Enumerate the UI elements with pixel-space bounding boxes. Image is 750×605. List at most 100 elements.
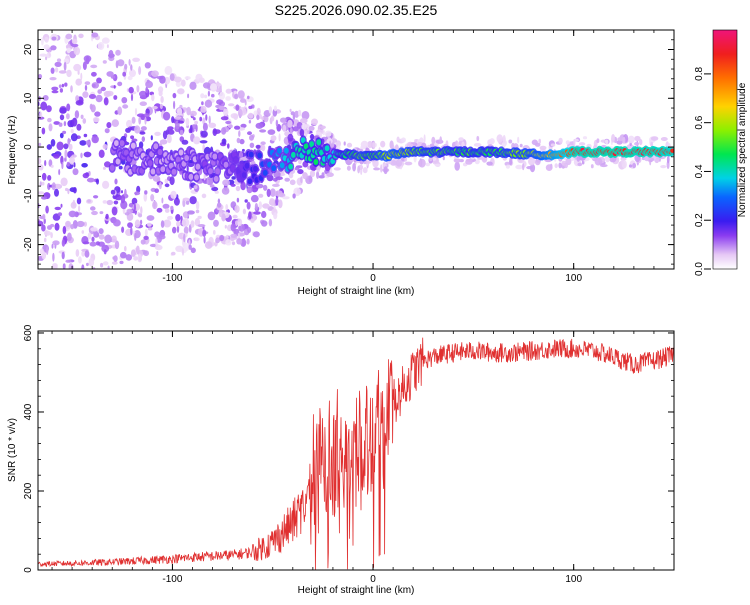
spectrogram-cell — [70, 129, 74, 134]
x-tick-label: 100 — [565, 273, 582, 284]
spectrogram-cell — [197, 224, 206, 228]
spectrogram-cell — [200, 105, 207, 113]
spectrogram-cell — [185, 200, 190, 205]
spectrogram-cell — [202, 229, 207, 237]
spectrogram-ridge-cell — [184, 155, 190, 161]
spectrogram-cell — [51, 90, 59, 94]
spectrogram-cell — [120, 194, 126, 204]
spectrogram-cell — [254, 203, 258, 211]
spectrogram-cell — [140, 239, 146, 245]
spectrogram-cell — [390, 160, 397, 166]
spectrogram-cell — [87, 232, 92, 240]
spectrogram-cell — [289, 127, 293, 136]
spectrogram-cell — [84, 250, 90, 258]
x-tick-label: -100 — [162, 273, 182, 284]
spectrogram-cell — [66, 113, 70, 120]
spectrogram-cell — [268, 106, 273, 114]
spectrogram-cell — [218, 209, 223, 218]
spectrogram-cell — [64, 149, 68, 159]
spectrogram-cell — [232, 214, 238, 219]
spectrogram-cell — [404, 161, 413, 166]
spectrogram-cell — [308, 125, 315, 131]
spectrogram-cell — [172, 226, 177, 234]
spectrogram-cell — [58, 70, 67, 74]
spectrogram-cell — [144, 62, 151, 69]
spectrogram-cell — [219, 91, 225, 100]
spectrogram-cell — [360, 145, 366, 150]
spectrogram-cell — [63, 121, 67, 127]
spectrogram-cell — [255, 183, 264, 189]
spectrogram-cell — [171, 116, 175, 124]
spectrogram-cell — [75, 100, 84, 106]
spectrogram-ridge-cell — [213, 175, 219, 182]
spectrogram-cell — [59, 88, 64, 93]
spectrogram-ridge-cell — [313, 159, 319, 165]
spectrogram-cell — [282, 196, 290, 200]
spectrogram-cell — [106, 122, 112, 129]
spectrogram-cell — [41, 37, 44, 46]
spectrogram-cell — [270, 135, 277, 142]
spectrogram-cell — [83, 133, 88, 138]
spectrogram-cell — [103, 97, 109, 106]
spectrogram-cell — [147, 227, 153, 231]
spectrogram-cell — [91, 236, 95, 242]
spectrogram-cell — [234, 125, 241, 130]
spectrogram-cell — [39, 111, 43, 118]
spectrogram-cell — [189, 196, 197, 205]
spectrogram-cell — [66, 69, 72, 78]
spectrogram-cell — [174, 116, 182, 120]
spectrogram-cell — [61, 83, 65, 88]
spectrogram-cell — [278, 199, 283, 209]
spectrogram-cell — [152, 175, 161, 182]
spectrogram-cell — [78, 33, 84, 39]
spectrogram-ridge-cell — [284, 147, 289, 154]
spectrogram-cell — [66, 47, 72, 54]
spectrogram-cell — [54, 206, 62, 211]
spectrogram-cell — [357, 165, 360, 174]
spectrogram-cell — [170, 205, 174, 211]
spectrogram-cell — [248, 105, 253, 110]
spectrogram-cell — [534, 158, 541, 166]
spectrogram-cell — [134, 191, 141, 196]
spectrogram-cell — [628, 164, 633, 168]
spectrogram-cell — [213, 230, 216, 235]
spectrogram-ridge-cell — [253, 165, 258, 172]
spectrogram-ridge-cell — [119, 140, 125, 147]
spectrogram-cell — [316, 165, 321, 173]
spectrogram-cell — [125, 254, 133, 261]
spectrogram-cell — [150, 194, 155, 202]
spectrogram-cell — [133, 256, 138, 261]
spectrogram-cell — [51, 182, 56, 191]
spectrogram-cell — [204, 99, 213, 108]
spectrogram-cell — [288, 172, 294, 179]
spectrogram-cell — [187, 93, 190, 99]
spectrogram-cell — [248, 211, 252, 220]
spectrogram-cell — [127, 75, 133, 81]
spectrogram-cell — [211, 186, 219, 192]
spectrogram-cell — [84, 273, 90, 279]
spectrogram-cell — [197, 215, 202, 220]
spectrogram-cell — [190, 220, 195, 228]
snr-ylabel: SNR (10 * v/v) — [7, 418, 18, 482]
spectrogram-cell — [275, 197, 279, 206]
spectrogram-cell — [222, 179, 231, 186]
spectrogram-ridge-cell — [316, 139, 322, 146]
spectrogram-cell — [577, 162, 583, 167]
spectrogram-ridge-cell — [114, 140, 119, 147]
spectrogram-cell — [45, 205, 49, 214]
spectrogram-cell — [128, 86, 134, 94]
spectrogram-cell — [102, 144, 108, 150]
spectrogram-cell — [531, 139, 538, 146]
colorbar-label: Normalized spectral amplitude — [737, 82, 748, 217]
spectrogram-cell — [54, 222, 60, 231]
spectrogram-ridge-cell — [157, 149, 163, 156]
spectrogram-cell — [184, 76, 191, 80]
spectrogram-cell — [201, 101, 204, 106]
spectrogram-cell — [205, 114, 208, 121]
spectrogram-cell — [294, 110, 299, 118]
spectrogram-cell — [235, 220, 238, 227]
spectrogram-cell — [246, 186, 253, 194]
spectrogram-cell — [517, 136, 520, 144]
y-tick-label: 0 — [23, 567, 34, 573]
